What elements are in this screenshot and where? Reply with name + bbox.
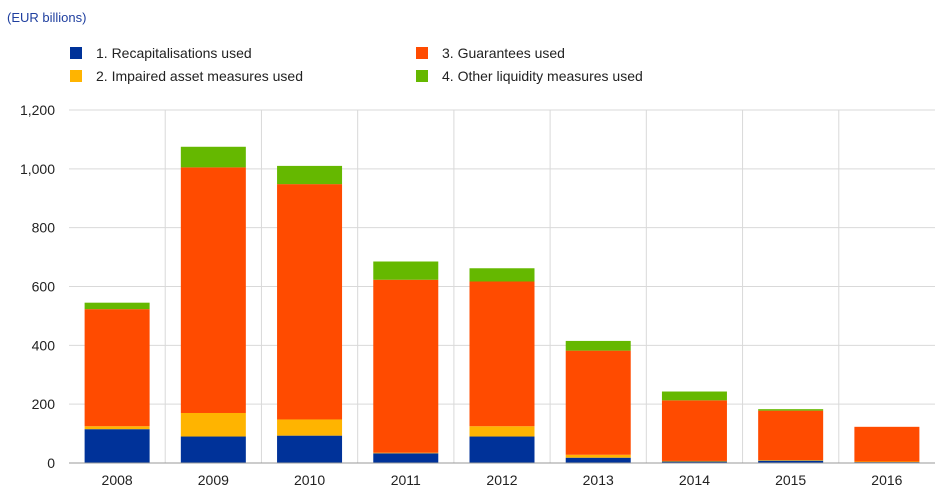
y-tick-label: 800 — [32, 220, 56, 236]
legend-label-liquidity: 4. Other liquidity measures used — [442, 68, 643, 84]
bar-2015-series-1 — [758, 460, 824, 463]
x-tick-label: 2012 — [486, 472, 517, 488]
bar-2012-series-3 — [469, 281, 535, 427]
bar-2015-series-4 — [758, 409, 824, 411]
bar-2010-series-2 — [277, 419, 343, 436]
x-tick-label: 2010 — [294, 472, 325, 488]
bar-2008-series-4 — [84, 302, 150, 310]
x-tick-label: 2009 — [198, 472, 229, 488]
bar-2009-series-2 — [180, 412, 246, 437]
bar-2014-series-1 — [661, 461, 727, 463]
legend-label-recapitalisations: 1. Recapitalisations used — [96, 45, 252, 61]
bar-2014-series-2 — [661, 460, 727, 462]
bar-2013-series-4 — [565, 340, 631, 351]
bar-2009-series-1 — [180, 436, 246, 463]
y-tick-label: 1,200 — [20, 102, 55, 118]
legend-swatch-guarantees — [416, 47, 428, 59]
bar-2010-series-4 — [277, 165, 343, 185]
legend-label-impaired-assets: 2. Impaired asset measures used — [96, 68, 303, 84]
legend-label-guarantees: 3. Guarantees used — [442, 45, 565, 61]
x-tick-label: 2016 — [871, 472, 902, 488]
bar-2013-series-2 — [565, 454, 631, 458]
bar-2010-series-1 — [277, 435, 343, 463]
legend-item-impaired-assets: 2. Impaired asset measures used — [70, 67, 303, 85]
bar-2015-series-2 — [758, 460, 824, 461]
x-tick-label: 2015 — [775, 472, 806, 488]
legend-item-recapitalisations: 1. Recapitalisations used — [70, 44, 252, 62]
x-tick-label: 2014 — [679, 472, 710, 488]
y-tick-label: 1,000 — [20, 161, 55, 177]
bar-2014-series-3 — [661, 400, 727, 461]
legend-item-liquidity: 4. Other liquidity measures used — [416, 67, 643, 85]
bar-2014-series-4 — [661, 391, 727, 401]
legend-swatch-recapitalisations — [70, 47, 82, 59]
x-tick-label: 2013 — [583, 472, 614, 488]
bar-2013-series-1 — [565, 457, 631, 463]
unit-label: (EUR billions) — [7, 10, 87, 25]
bar-2008-series-3 — [84, 309, 150, 427]
bar-2008-series-1 — [84, 429, 150, 463]
bar-2016-series-3 — [854, 426, 920, 462]
y-tick-label: 400 — [32, 337, 56, 353]
y-tick-label: 0 — [47, 455, 55, 471]
y-tick-label: 200 — [32, 396, 56, 412]
bar-2016-series-2 — [854, 461, 920, 463]
bar-2009-series-4 — [180, 146, 246, 168]
legend-swatch-impaired-assets — [70, 70, 82, 82]
x-tick-label: 2011 — [391, 472, 421, 488]
bar-2011-series-2 — [373, 452, 439, 454]
bar-2012-series-1 — [469, 436, 535, 463]
bar-2011-series-4 — [373, 261, 439, 280]
bar-2008-series-2 — [84, 426, 150, 430]
legend-item-guarantees: 3. Guarantees used — [416, 44, 565, 62]
bar-2013-series-3 — [565, 350, 631, 455]
bar-2012-series-4 — [469, 268, 535, 282]
bar-2009-series-3 — [180, 167, 246, 413]
y-tick-label: 600 — [32, 279, 56, 295]
bar-2011-series-3 — [373, 279, 439, 453]
bar-2015-series-3 — [758, 410, 824, 461]
legend-swatch-liquidity — [416, 70, 428, 82]
bar-2011-series-1 — [373, 453, 439, 463]
x-tick-label: 2008 — [102, 472, 133, 488]
bar-2012-series-2 — [469, 426, 535, 437]
bar-2010-series-3 — [277, 184, 343, 420]
